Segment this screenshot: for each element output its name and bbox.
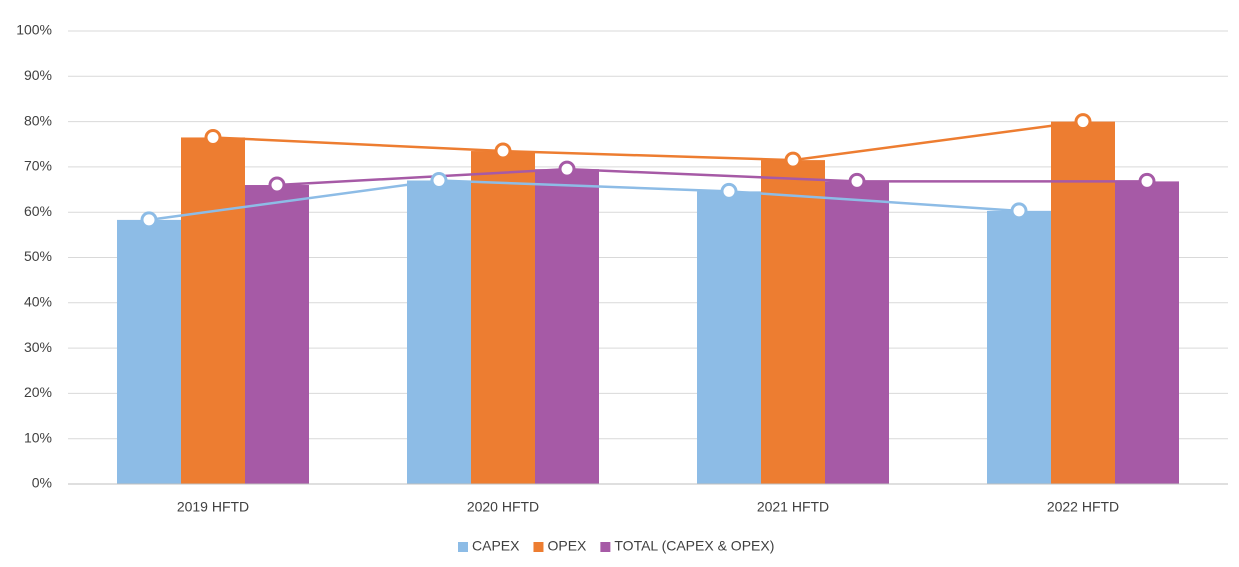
legend-label: OPEX — [547, 538, 587, 554]
line-marker — [558, 160, 576, 178]
line-marker — [720, 182, 738, 200]
y-tick-label: 10% — [24, 429, 52, 445]
legend-swatch — [458, 542, 468, 552]
y-tick-label: 20% — [24, 384, 52, 400]
line-marker — [1074, 113, 1092, 131]
legend-swatch — [533, 542, 544, 552]
bar — [697, 191, 761, 484]
x-tick-label: 2021 HFTD — [757, 499, 829, 515]
legend-label: CAPEX — [472, 538, 520, 554]
line-marker — [430, 171, 448, 189]
y-tick-label: 100% — [16, 22, 52, 38]
bar — [987, 210, 1051, 484]
series-line — [212, 120, 1084, 162]
legend-swatch — [600, 542, 611, 552]
bar — [245, 185, 309, 484]
y-tick-label: 30% — [24, 339, 52, 355]
bar — [1051, 121, 1115, 484]
x-tick-label: 2020 HFTD — [467, 499, 539, 515]
line-marker — [140, 211, 158, 229]
line-marker — [204, 128, 222, 146]
y-tick-label: 0% — [32, 475, 52, 491]
line-marker — [848, 172, 866, 190]
y-tick-label: 40% — [24, 294, 52, 310]
line-marker — [494, 142, 512, 160]
series-line — [148, 179, 1020, 222]
line-marker — [1138, 172, 1156, 190]
bar — [471, 151, 535, 485]
y-tick-label: 60% — [24, 203, 52, 219]
bar — [761, 160, 825, 485]
y-tick-label: 80% — [24, 112, 52, 128]
line-marker — [268, 176, 286, 194]
line-marker — [1010, 202, 1028, 220]
y-tick-label: 50% — [24, 248, 52, 264]
x-tick-label: 2019 HFTD — [177, 499, 249, 515]
series-line — [276, 167, 1147, 187]
y-tick-label: 70% — [24, 158, 52, 174]
y-tick-label: 90% — [24, 67, 52, 83]
bar — [535, 169, 599, 485]
bar — [117, 219, 181, 484]
bar — [407, 180, 471, 485]
bar — [1115, 181, 1179, 484]
line-marker — [784, 151, 802, 169]
x-tick-label: 2022 HFTD — [1047, 499, 1119, 515]
legend-label: TOTAL (CAPEX & OPEX) — [614, 538, 774, 554]
bar — [825, 181, 889, 484]
bar — [181, 137, 245, 484]
